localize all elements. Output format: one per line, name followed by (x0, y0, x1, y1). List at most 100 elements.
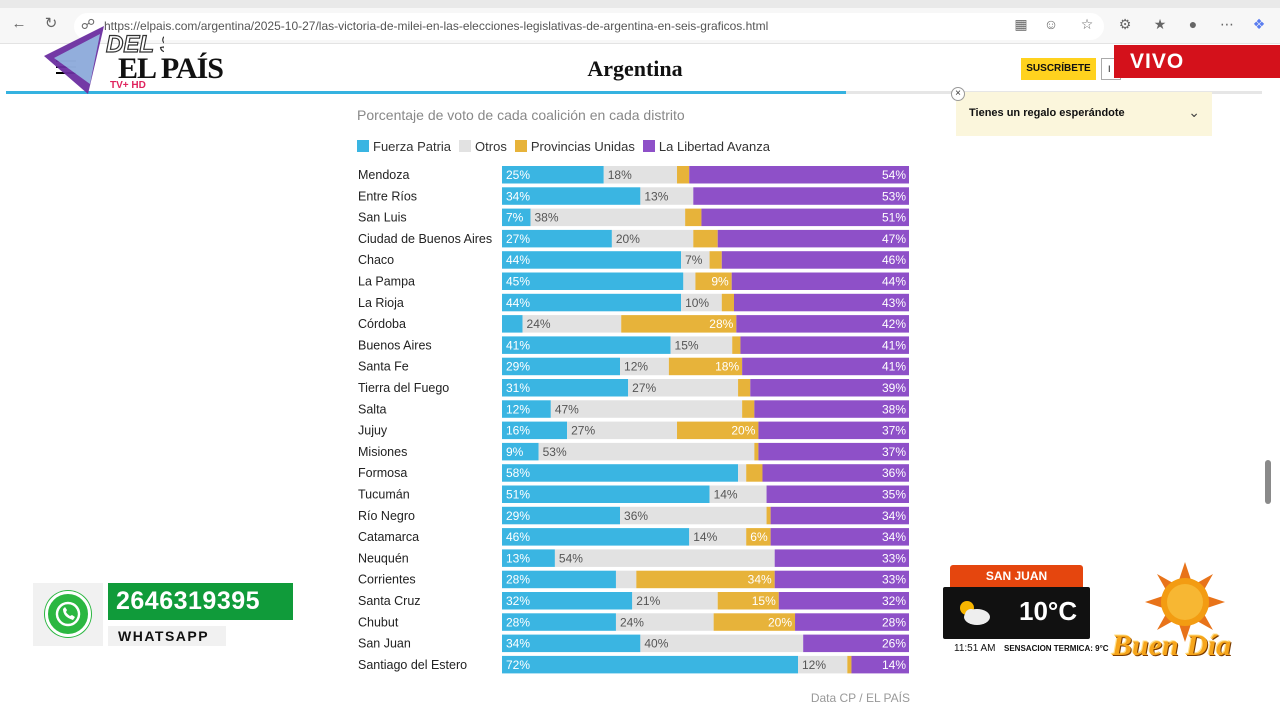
bar-segment-lla (803, 634, 909, 653)
data-label-otros: 47% (555, 402, 579, 416)
bar-segment-pu (685, 208, 702, 227)
bar-segment-pu (746, 528, 771, 546)
address-bar[interactable] (74, 13, 1104, 40)
bar-segment-fp (502, 166, 604, 184)
chevron-down-icon[interactable]: ⌄ (1188, 104, 1200, 120)
data-label-lla: 28% (882, 615, 906, 629)
bar-segment-lla (770, 528, 909, 546)
bar-segment-otros (628, 379, 739, 397)
extensions-icon[interactable]: ⚙ (1118, 16, 1132, 32)
bar-segment-otros (738, 464, 747, 482)
bar-segment-pu (677, 166, 690, 184)
category-label: Tucumán (358, 488, 410, 502)
data-label-fp: 9% (506, 445, 524, 459)
profile-icon[interactable]: ● (1188, 16, 1198, 32)
section-title[interactable]: Argentina (587, 56, 683, 81)
bar-segment-pu (636, 570, 775, 589)
bar-segment-otros (681, 251, 710, 269)
data-label-lla: 41% (882, 360, 906, 374)
bar-segment-otros (640, 187, 694, 205)
bar-segment-otros (683, 272, 696, 290)
data-label-otros: 53% (543, 445, 567, 459)
bar-segment-lla (774, 570, 909, 589)
weather-city: SAN JUAN (950, 565, 1083, 587)
data-label-pu: 15% (752, 594, 776, 608)
data-label-fp: 41% (506, 338, 530, 352)
data-label-fp: 29% (506, 509, 530, 523)
legend-label: Provincias Unidas (530, 138, 635, 154)
more-menu-icon[interactable]: ⋯ (1220, 16, 1234, 32)
bar-segment-fp (502, 251, 682, 269)
reload-icon[interactable]: ↻ (44, 15, 58, 32)
site-info-icon[interactable]: ☍ (80, 16, 96, 32)
gift-banner[interactable]: × Tienes un regalo esperándote ⌄ (951, 87, 1212, 136)
category-label: Chaco (358, 253, 394, 267)
subscribe-button[interactable]: SUSCRÍBETE (1021, 58, 1096, 80)
data-label-otros: 13% (644, 189, 668, 203)
whatsapp-icon (45, 591, 91, 637)
data-label-pu: 9% (711, 275, 729, 289)
data-label-otros: 40% (644, 637, 668, 651)
bar-segment-pu (746, 464, 763, 482)
bar-segment-fp (502, 592, 633, 610)
bar-segment-lla (851, 655, 909, 674)
data-label-lla: 36% (882, 466, 906, 480)
category-label: Santiago del Estero (358, 658, 467, 672)
data-label-lla: 47% (882, 232, 906, 246)
data-label-fp: 28% (506, 573, 530, 587)
collections-icon[interactable]: ★ (1153, 16, 1167, 32)
back-icon[interactable]: ← (11, 15, 27, 32)
bar-segment-lla (721, 251, 909, 269)
bar-segment-lla (742, 357, 909, 376)
bar-segment-lla (750, 379, 909, 397)
legend-label: La Libertad Avanza (658, 138, 770, 154)
bar-segment-pu (732, 336, 741, 354)
copilot-icon[interactable]: ❖ (1252, 16, 1266, 32)
data-label-fp: 28% (506, 615, 530, 629)
bar-segment-lla (778, 592, 909, 610)
category-label: Córdoba (358, 317, 406, 331)
data-label-fp: 45% (506, 275, 530, 289)
bar-segment-pu (721, 293, 734, 312)
bar-segment-lla (740, 336, 909, 354)
bar-segment-lla (770, 506, 909, 525)
close-icon[interactable]: × (951, 87, 965, 101)
bar-segment-lla (758, 421, 909, 440)
bar-segment-lla (733, 293, 909, 312)
data-label-fp: 51% (506, 488, 530, 502)
whatsapp-number: 2646319395 (108, 583, 293, 620)
category-label: Misiones (358, 445, 407, 459)
data-label-lla: 37% (882, 445, 906, 459)
apps-icon[interactable]: ▦ (1014, 16, 1028, 32)
data-label-lla: 14% (882, 658, 906, 672)
data-label-lla: 34% (882, 509, 906, 523)
bar-segment-lla (693, 187, 909, 205)
bar-segment-otros (632, 592, 718, 610)
favorite-star-icon[interactable]: ☆ (1080, 16, 1094, 32)
bar-segment-otros (567, 421, 678, 440)
data-label-otros: 15% (675, 338, 699, 352)
reading-progress-fill (6, 91, 846, 94)
stacked-bar-chart: Mendoza 25% 18% 54% Entre Ríos 34% 13% 53% San L… (358, 166, 909, 674)
bar-segment-fp (502, 187, 641, 205)
bar-segment-otros (615, 613, 714, 631)
url-text[interactable]: https://elpais.com/argentina/2025-10-27/… (104, 19, 769, 33)
data-label-lla: 53% (882, 189, 906, 203)
category-label: Tierra del Fuego (358, 381, 449, 395)
read-aloud-icon[interactable]: ☺ (1043, 16, 1059, 32)
whatsapp-label: WHATSAPP (108, 626, 226, 646)
bar-segment-fp (502, 400, 551, 418)
data-label-fp: 44% (506, 296, 530, 310)
category-label: Entre Ríos (358, 189, 417, 203)
legend-item-otros: Otros (459, 138, 507, 154)
scrollbar-thumb[interactable] (1265, 460, 1271, 504)
tv-hd-badge: TV+ HD (110, 80, 146, 91)
bar-segment-fp (502, 229, 612, 248)
el-pais-logo[interactable]: EL PAÍS (118, 52, 224, 85)
data-label-lla: 44% (882, 275, 906, 289)
bar-segment-lla (689, 166, 909, 184)
bar-segment-fp (502, 315, 523, 333)
bar-segment-lla (731, 272, 909, 290)
bar-segment-pu (847, 655, 852, 674)
bar-segment-lla (754, 400, 909, 418)
